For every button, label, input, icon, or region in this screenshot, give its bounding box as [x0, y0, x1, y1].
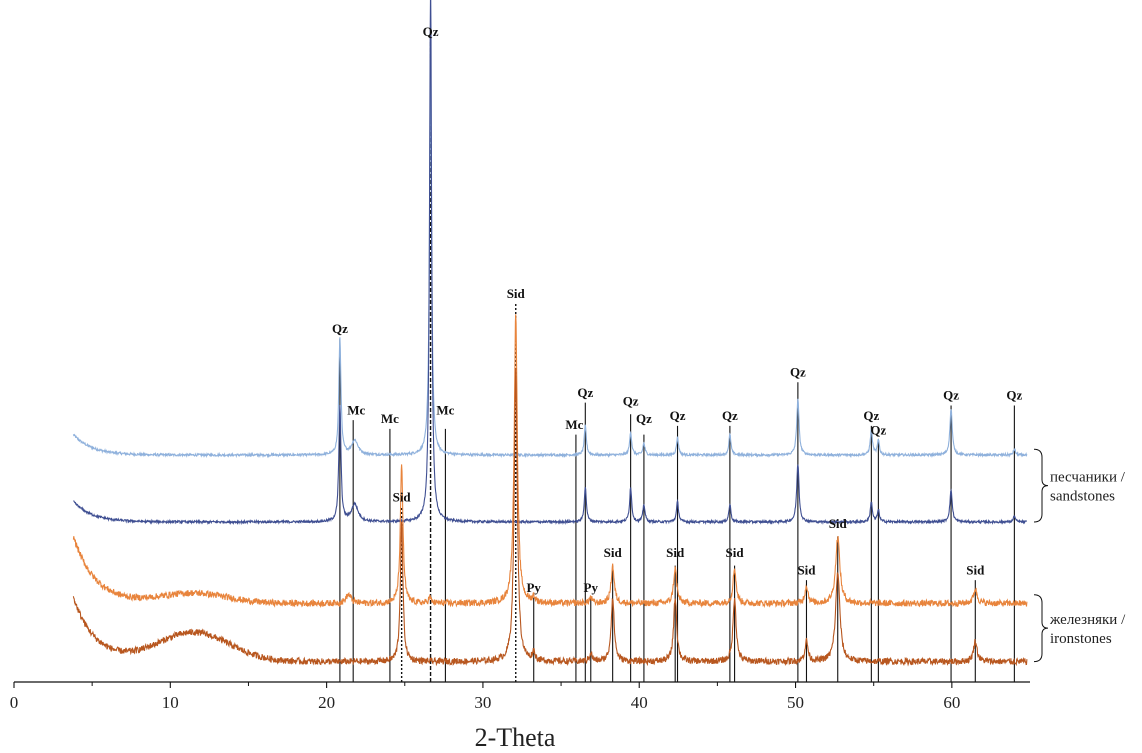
group-brace-1 — [1033, 594, 1049, 663]
group-label-0-line1: песчаники / — [1050, 470, 1126, 486]
peak-label-8: Qz — [636, 411, 652, 426]
peak-label-13: Qz — [870, 423, 886, 438]
peak-label-17: Sid — [393, 490, 412, 505]
series-line-3 — [72, 368, 1028, 667]
x-tick-label-6: 60 — [943, 693, 960, 712]
peak-label-18: Py — [526, 580, 541, 595]
sample-groups: песчаники / sandstones железняки / ironston… — [1033, 448, 1126, 663]
peak-label-11: Qz — [790, 364, 806, 379]
x-axis-title: 2-Theta — [475, 723, 556, 752]
x-tick-label-3: 30 — [474, 693, 491, 712]
x-tick-label-4: 40 — [631, 693, 648, 712]
peak-label-2: Mc — [347, 402, 365, 417]
peak-label-6: Qz — [577, 385, 593, 400]
reference-lines — [339, 41, 1015, 682]
x-axis: 0 10 20 30 40 50 60 — [10, 681, 1030, 712]
x-tick-label-1: 10 — [162, 693, 179, 712]
peak-label-19: Py — [584, 580, 599, 595]
peak-label-4: Mc — [436, 402, 454, 417]
peak-label-10: Qz — [722, 408, 738, 423]
peak-label-20: Sid — [604, 545, 623, 560]
x-tick-label-0: 0 — [10, 693, 19, 712]
series-line-1 — [73, 0, 1028, 526]
x-tick-label-5: 50 — [787, 693, 804, 712]
peak-label-14: Qz — [943, 388, 959, 403]
peak-label-25: Sid — [966, 562, 985, 577]
group-label-1-line1: железняки / — [1049, 612, 1126, 628]
group-brace-0 — [1033, 448, 1049, 523]
series-line-0 — [72, 46, 1028, 459]
peak-label-3: Mc — [381, 411, 399, 426]
group-label-1-line2: ironstones — [1050, 631, 1112, 647]
x-tick-label-2: 20 — [318, 693, 335, 712]
peak-label-24: Sid — [829, 516, 848, 531]
peak-label-23: Sid — [797, 562, 816, 577]
peak-label-15: Qz — [1006, 388, 1022, 403]
peak-label-5: Mc — [565, 417, 583, 432]
group-label-0-line2: sandstones — [1050, 489, 1115, 505]
diffraction-series — [72, 0, 1028, 667]
peak-label-0: Qz — [423, 24, 439, 39]
peak-label-22: Sid — [726, 545, 745, 560]
series-line-2 — [72, 314, 1028, 609]
peak-label-9: Qz — [670, 408, 686, 423]
peak-label-21: Sid — [666, 545, 685, 560]
peak-label-16: Sid — [507, 286, 526, 301]
peak-label-1: Qz — [332, 321, 348, 336]
peak-label-7: Qz — [623, 394, 639, 409]
peak-label-12: Qz — [863, 408, 879, 423]
